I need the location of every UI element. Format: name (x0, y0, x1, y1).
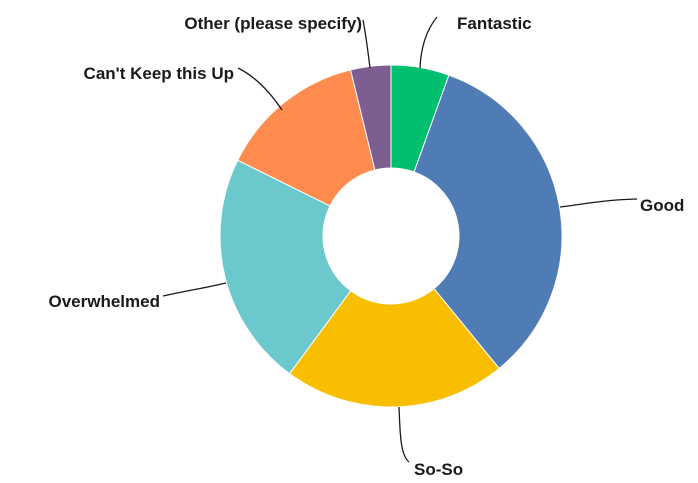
slice-other-please-specify (349, 64, 392, 171)
label-overwhelmed: Overwhelmed (49, 292, 161, 311)
slice-overwhelmed (219, 159, 352, 375)
label-fantastic: Fantastic (457, 14, 532, 33)
label-cant-keep-this-up: Can't Keep this Up (84, 64, 234, 83)
leader-line-fantastic (419, 16, 438, 69)
slice-so-so (288, 287, 500, 408)
slice-labels: Fantastic Good So-So Overwhelmed Can't K… (49, 14, 685, 479)
slice-can-t-keep-this-up (237, 69, 376, 207)
leader-line-good (559, 198, 638, 208)
label-good: Good (640, 196, 684, 215)
leader-line-can-t-keep-this-up (237, 67, 283, 111)
slice-good (413, 74, 563, 370)
donut-slices (219, 64, 563, 408)
label-other-please-specify: Other (please specify) (184, 14, 362, 33)
leader-line-so-so (398, 406, 410, 463)
leader-line-overwhelmed (162, 282, 227, 297)
label-so-so: So-So (414, 460, 463, 479)
leader-lines (162, 16, 638, 463)
leader-line-other-please-specify (362, 19, 371, 69)
